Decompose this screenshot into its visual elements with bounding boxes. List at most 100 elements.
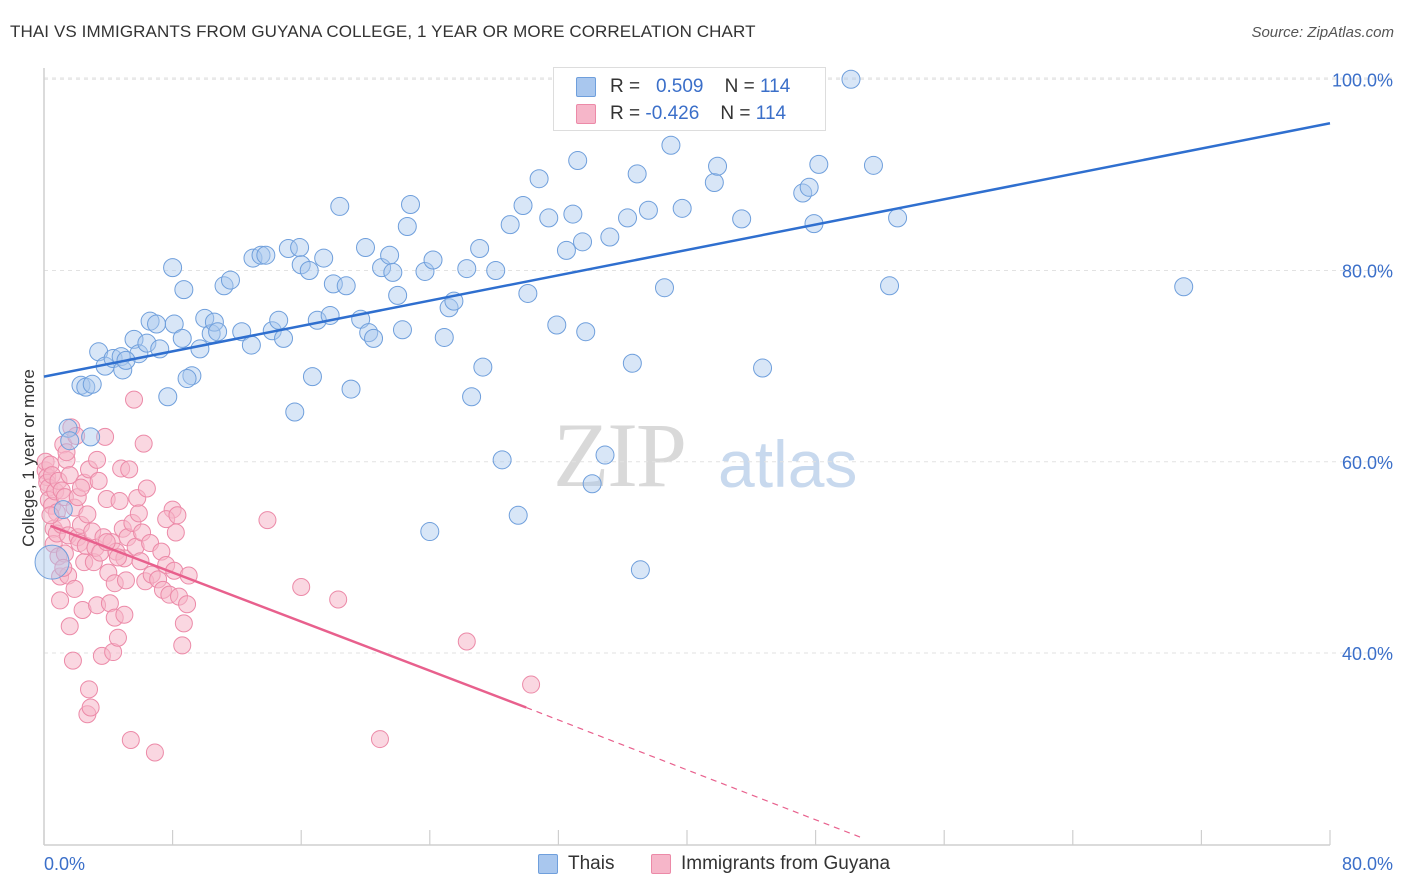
- trend-line-guyana: [49, 524, 527, 709]
- point-thais: [302, 367, 322, 387]
- point-guyana: [57, 443, 76, 462]
- point-guyana: [110, 491, 129, 510]
- point-thais: [137, 333, 157, 353]
- point-guyana: [258, 511, 277, 530]
- point-thais: [60, 431, 80, 451]
- tick-labels: 40.0% 60.0% 80.0% 100.0% 0.0% 80.0% College, 1…: [19, 70, 1393, 874]
- point-thais: [314, 248, 334, 268]
- point-guyana: [292, 578, 311, 597]
- legend-swatch-thais: [576, 76, 596, 97]
- point-guyana: [329, 590, 348, 609]
- point-thais: [190, 339, 210, 359]
- point-thais: [388, 285, 408, 305]
- point-thais: [600, 227, 620, 247]
- point-thais: [53, 500, 73, 520]
- series-thais-points: [34, 69, 1194, 580]
- point-guyana: [125, 390, 144, 409]
- point-guyana: [89, 471, 108, 490]
- point-thais: [638, 200, 658, 220]
- point-guyana: [120, 460, 139, 479]
- point-thais: [341, 379, 361, 399]
- point-thais: [163, 258, 183, 278]
- legend-n-label: N =: [724, 76, 755, 97]
- y-tick-label: 100.0%: [1332, 70, 1393, 90]
- point-thais: [556, 240, 576, 260]
- y-tick-label: 60.0%: [1342, 453, 1393, 473]
- point-thais: [500, 215, 520, 235]
- point-thais: [401, 195, 421, 215]
- chart-source: Source: ZipAtlas.com: [1251, 24, 1394, 41]
- point-guyana: [457, 632, 476, 651]
- point-thais: [492, 450, 512, 470]
- legend-n-label: N =: [720, 103, 751, 124]
- legend-row-guyana: R = -0.426 N = 114: [576, 102, 786, 126]
- point-thais: [330, 196, 350, 216]
- point-guyana: [174, 614, 193, 633]
- point-thais: [336, 276, 356, 296]
- point-thais: [573, 232, 593, 252]
- bottom-legend-thais: Thais: [538, 852, 614, 876]
- point-thais: [582, 474, 602, 494]
- chart-title: THAI VS IMMIGRANTS FROM GUYANA COLLEGE, …: [10, 22, 756, 41]
- legend-r-value-guyana: -0.426: [645, 103, 700, 124]
- x-tick-label-max: 80.0%: [1342, 854, 1393, 874]
- point-thais: [58, 418, 78, 438]
- y-axis-title: College, 1 year or more: [19, 369, 38, 547]
- legend-r-label: R =: [610, 103, 641, 124]
- point-guyana: [121, 731, 140, 750]
- point-guyana: [88, 450, 107, 469]
- point-thais: [415, 261, 435, 281]
- point-thais: [539, 208, 559, 228]
- point-guyana: [370, 730, 389, 749]
- point-guyana: [71, 478, 90, 497]
- legend-row-thais: R = 0.509 N = 114: [576, 75, 790, 99]
- point-guyana: [115, 605, 134, 624]
- point-thais: [34, 544, 70, 580]
- series-guyana-points: [36, 390, 541, 762]
- point-thais: [158, 387, 178, 407]
- point-thais: [434, 327, 454, 347]
- point-thais: [241, 335, 261, 355]
- point-thais: [439, 298, 459, 318]
- bottom-swatch-guyana: [651, 853, 671, 874]
- point-thais: [172, 328, 192, 348]
- point-thais: [423, 250, 443, 270]
- point-guyana: [96, 427, 115, 446]
- point-thais: [704, 173, 724, 193]
- point-thais: [256, 245, 276, 265]
- trend-line-thais: [43, 122, 1331, 378]
- legend-r-label: R =: [610, 76, 641, 97]
- point-guyana: [54, 558, 73, 577]
- point-guyana: [178, 595, 197, 614]
- point-thais: [654, 278, 674, 298]
- point-thais: [177, 369, 197, 389]
- point-guyana: [51, 591, 70, 610]
- point-thais: [595, 445, 615, 465]
- point-thais: [251, 245, 271, 265]
- legend-n-value-thais: 114: [760, 76, 791, 97]
- point-thais: [457, 259, 477, 279]
- point-thais: [1174, 277, 1194, 297]
- point-thais: [622, 353, 642, 373]
- x-tick-label-min: 0.0%: [44, 854, 85, 874]
- point-thais: [274, 328, 294, 348]
- point-thais: [732, 209, 752, 229]
- point-thais: [356, 238, 375, 258]
- point-thais: [841, 69, 861, 89]
- bottom-legend-guyana: Immigrants from Guyana: [651, 852, 890, 876]
- point-thais: [863, 155, 883, 175]
- watermark-atlas: atlas: [718, 427, 858, 501]
- point-guyana: [116, 571, 135, 590]
- point-guyana: [173, 636, 192, 655]
- point-thais: [513, 195, 533, 215]
- point-thais: [124, 329, 144, 349]
- point-thais: [880, 276, 900, 296]
- point-guyana: [145, 743, 164, 762]
- point-thais: [672, 198, 692, 218]
- point-guyana: [81, 698, 100, 717]
- bottom-legend-label-guyana: Immigrants from Guyana: [681, 853, 891, 874]
- point-thais: [290, 238, 310, 258]
- point-guyana: [168, 506, 187, 525]
- legend-swatch-guyana: [576, 103, 596, 124]
